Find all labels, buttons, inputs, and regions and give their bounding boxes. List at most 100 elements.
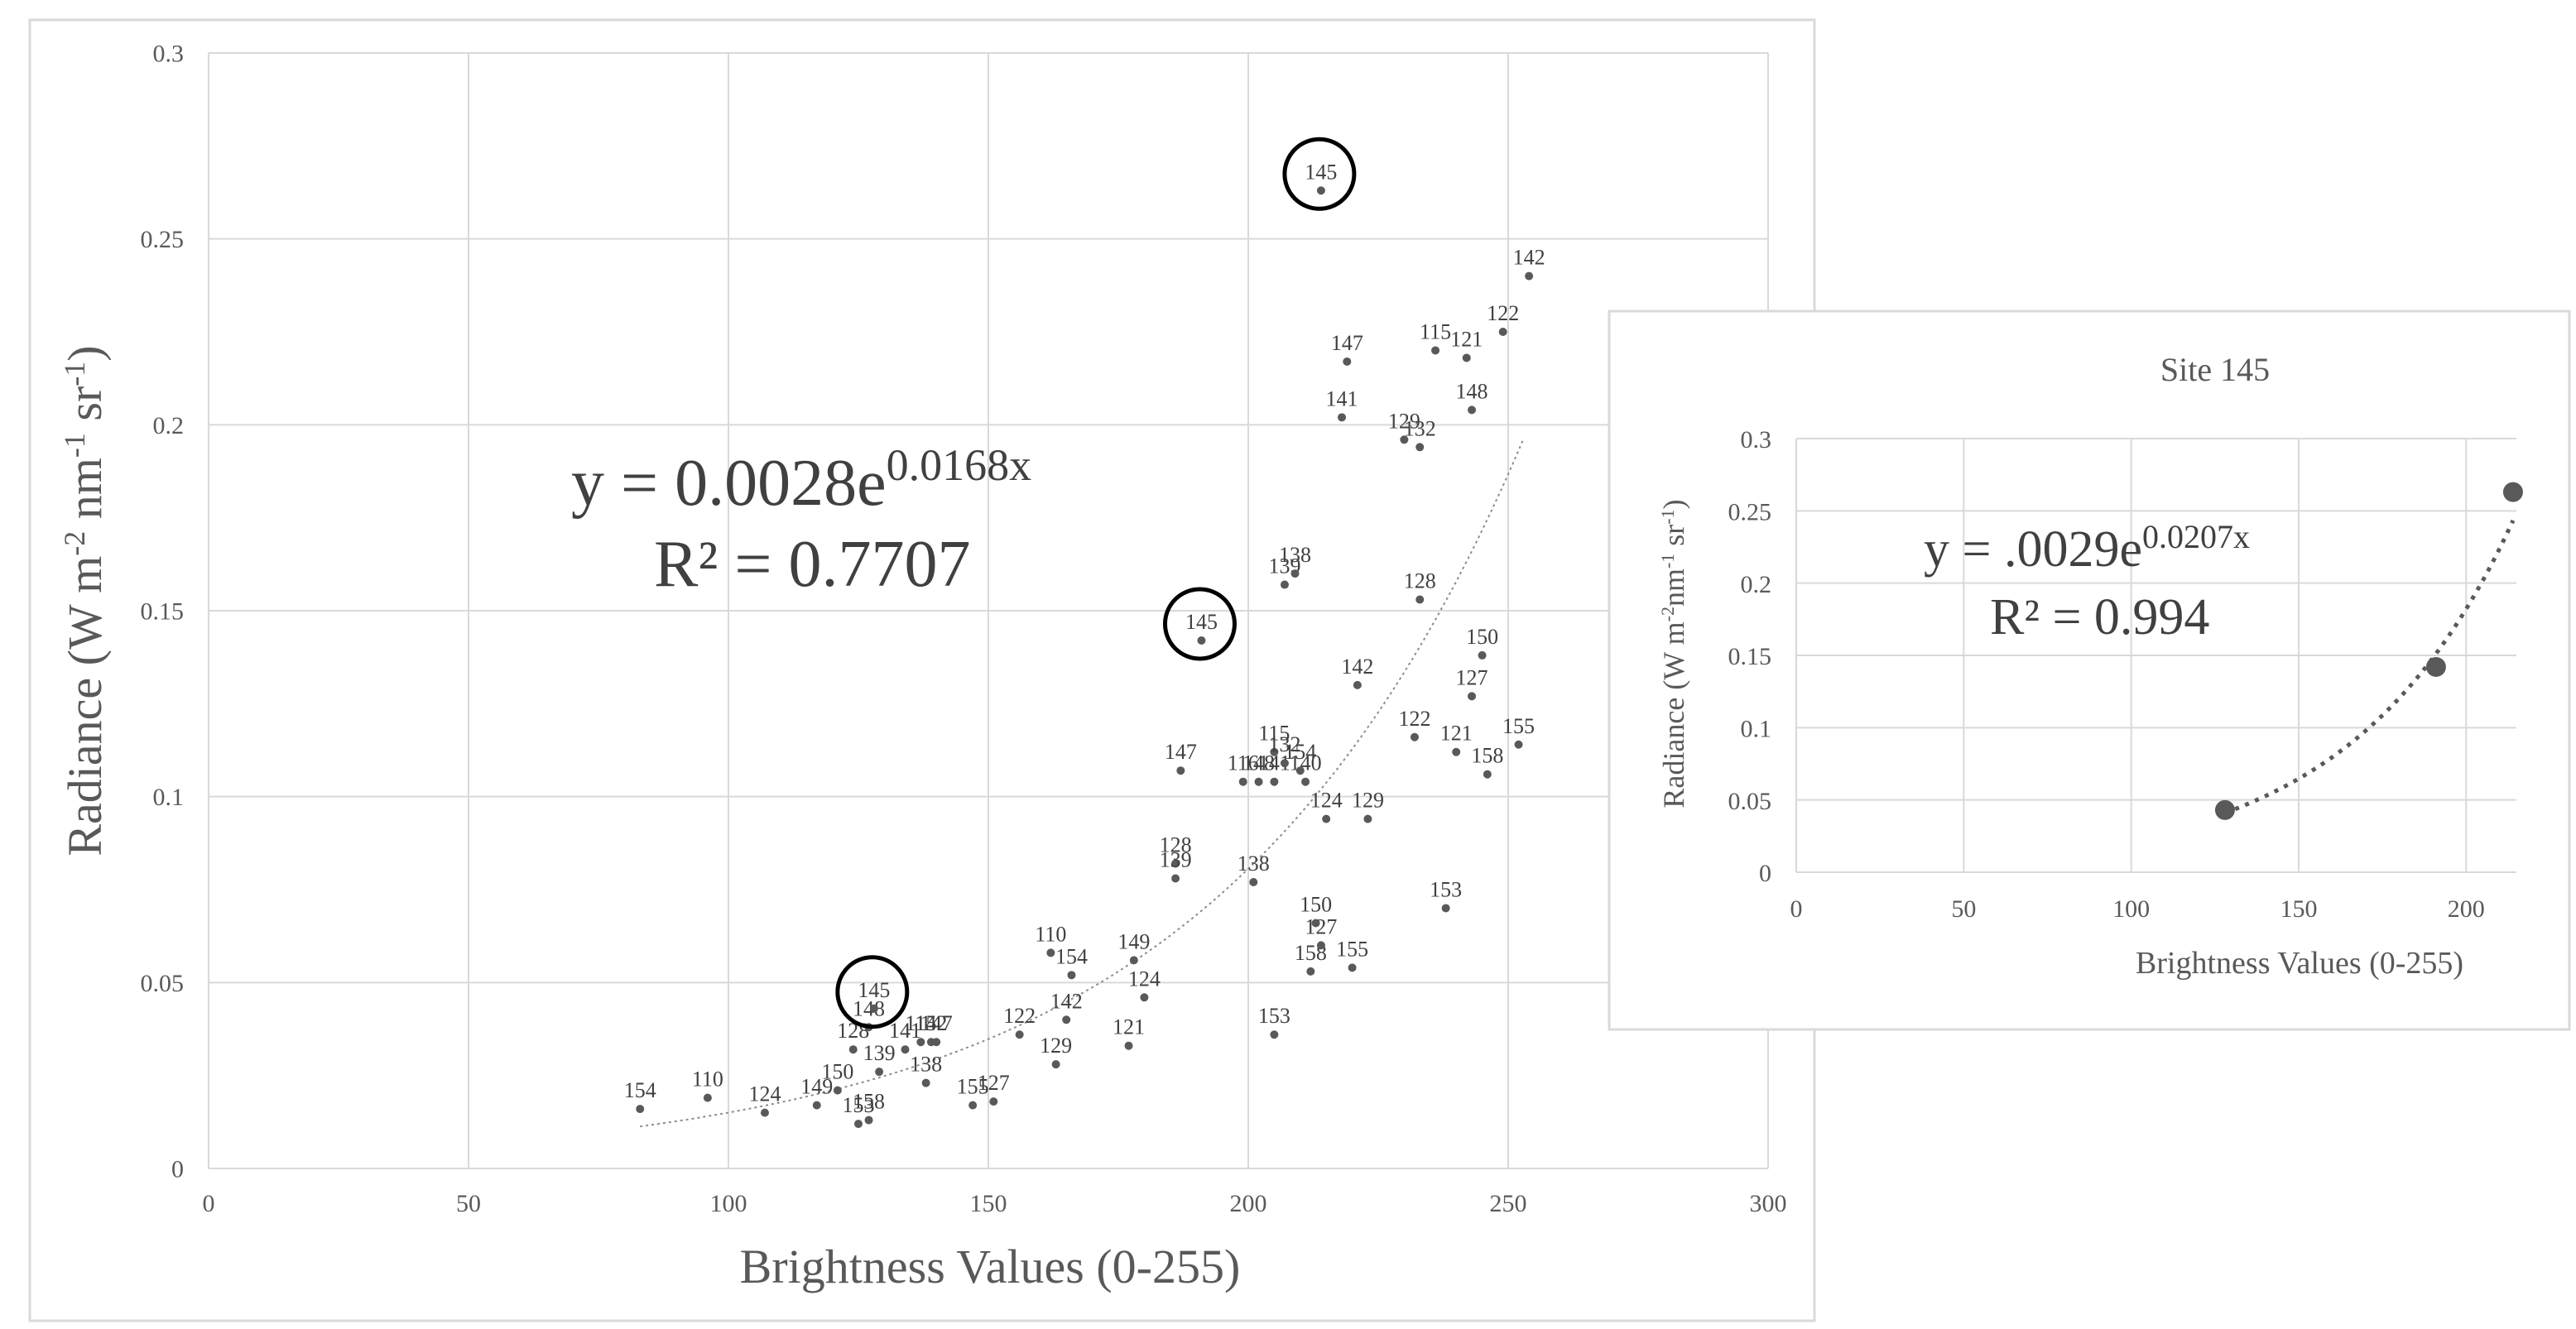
point-label: 129: [1388, 409, 1420, 433]
point-label: 158: [853, 1090, 885, 1114]
point-label: 122: [1398, 707, 1430, 731]
inset-r-squared: R² = 0.994: [1990, 589, 2209, 645]
data-point: [1316, 186, 1325, 195]
x-tick-label: 100: [710, 1190, 747, 1217]
point-label: 148: [1242, 751, 1275, 775]
data-point: [1415, 595, 1425, 604]
data-point: [1400, 435, 1409, 444]
point-label: 115: [1258, 722, 1290, 746]
data-point: [812, 1101, 821, 1110]
data-point: [921, 1078, 930, 1087]
point-label: 129: [1040, 1034, 1072, 1058]
data-point: [1176, 766, 1185, 775]
data-point: [1483, 770, 1492, 779]
point-label: 148: [853, 996, 885, 1020]
data-point: [1431, 346, 1440, 355]
x-tick-label: 150: [2280, 895, 2317, 923]
highlight-circle: [1282, 137, 1357, 211]
point-label: 121: [1113, 1015, 1145, 1039]
data-point: [1468, 405, 1477, 415]
main-equation: y = 0.0028e0.0168x: [571, 440, 1031, 520]
inset-y-tick-labels: 0 0.05 0.1 0.15 0.2 0.25 0.3: [1728, 426, 1772, 887]
main-highlight-circles: 145 145 145: [835, 137, 1357, 1029]
data-point: [833, 1086, 842, 1095]
main-y-tick-labels: 0 0.05 0.1 0.15 0.2 0.25 0.3: [141, 41, 185, 1183]
data-point: [1410, 732, 1419, 741]
trendline: [640, 438, 1525, 1128]
y-tick-label: 0: [171, 1156, 184, 1183]
data-point: [1270, 1030, 1279, 1039]
point-label: 122: [1003, 1004, 1036, 1028]
point-label: 149: [1117, 929, 1150, 953]
y-tick-label: 0.05: [1728, 788, 1772, 815]
point-label: 128: [1160, 833, 1192, 857]
y-tick-label: 0.3: [153, 41, 185, 68]
data-point: [760, 1108, 769, 1117]
inset-x-tick-labels: 0 50 100 150 200: [1790, 895, 2485, 923]
point-label: 116: [1228, 751, 1259, 775]
data-point: [1338, 413, 1347, 422]
data-point: [932, 1038, 941, 1047]
data-point: [1498, 328, 1507, 336]
point-label: 147: [920, 1011, 953, 1035]
inset-title: Site 145: [2160, 351, 2270, 388]
data-point: [1295, 766, 1305, 775]
data-point: [2502, 482, 2523, 502]
data-point: [636, 1105, 645, 1114]
inset-chart: Site 145 0 50 100 150 200 0 0.05 0.1 0.15 0.2 0.2…: [1657, 351, 2523, 981]
data-point: [2425, 656, 2446, 677]
x-tick-label: 0: [203, 1190, 215, 1217]
point-label: 139: [1160, 848, 1192, 872]
inset-equation: y = .0029e0.0207x: [1924, 518, 2250, 578]
point-label: 124: [1128, 967, 1161, 991]
main-x-axis-title: Brightness Values (0-255): [740, 1240, 1241, 1293]
point-label: 129: [1352, 789, 1384, 813]
point-label: 122: [1487, 301, 1519, 325]
point-label: 148: [1456, 379, 1488, 403]
data-point: [848, 1045, 858, 1054]
data-point: [1343, 357, 1352, 366]
point-label: 141: [889, 1019, 921, 1043]
data-point: [1468, 692, 1477, 701]
point-label: 147: [1165, 740, 1197, 764]
data-point: [1452, 747, 1461, 756]
inset-chart-frame: [1608, 309, 2571, 1031]
x-tick-label: 300: [1750, 1190, 1787, 1217]
data-point: [1062, 1015, 1071, 1024]
point-label: 127: [1305, 914, 1337, 938]
point-label: 127: [978, 1071, 1010, 1095]
data-point: [1124, 1041, 1133, 1050]
point-label: 142: [1513, 246, 1545, 270]
data-point: [1254, 777, 1263, 786]
point-label: 150: [1300, 892, 1332, 916]
y-tick-label: 0.25: [141, 226, 185, 253]
data-point: [1280, 759, 1289, 768]
y-tick-label: 0.05: [141, 970, 185, 997]
data-point: [1140, 993, 1149, 1002]
point-label: 158: [1471, 744, 1503, 768]
point-label: 150: [1466, 625, 1498, 649]
point-label: 110: [1035, 922, 1066, 946]
y-tick-label: 0: [1759, 860, 1771, 887]
main-r-squared: R² = 0.7707: [654, 528, 970, 601]
data-point: [875, 1068, 884, 1077]
point-label: 142: [1050, 989, 1083, 1013]
data-point: [1363, 814, 1372, 823]
point-label: 124: [1310, 789, 1343, 813]
inset-gridlines: [1795, 438, 2516, 873]
x-tick-label: 200: [2448, 895, 2485, 923]
y-tick-label: 0.1: [153, 784, 185, 811]
point-label: 145: [1305, 160, 1337, 184]
point-label: 124: [748, 1082, 781, 1106]
data-point: [1322, 814, 1331, 823]
data-point: [1129, 956, 1138, 965]
y-tick-label: 0.15: [1728, 643, 1772, 670]
data-point: [1525, 271, 1534, 281]
main-gridlines: [208, 52, 1769, 1169]
data-point: [1270, 747, 1279, 756]
y-tick-label: 0.3: [1741, 426, 1772, 453]
point-label: 140: [1290, 751, 1322, 775]
point-label: 121: [1440, 722, 1473, 746]
